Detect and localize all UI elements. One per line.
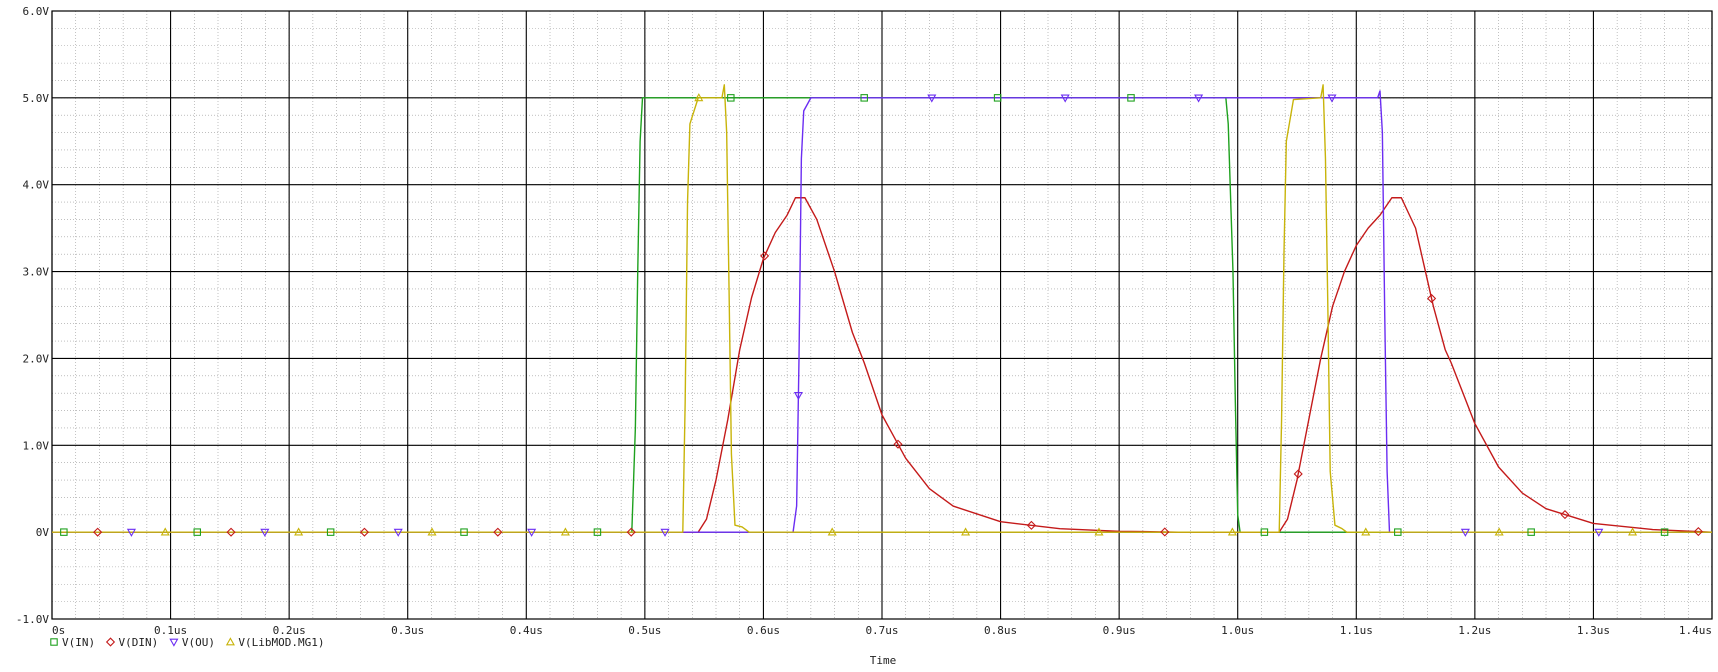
y-tick-label: 0V [36, 526, 50, 539]
trace-marker-0 [460, 528, 468, 536]
trace-marker-3 [827, 527, 837, 536]
legend-label-2: V(OU) [182, 636, 215, 649]
traces [52, 84, 1713, 533]
legend-label-1: V(DIN) [119, 636, 159, 649]
y-tick-label: 1.0V [23, 439, 50, 452]
plot-frame [51, 10, 1713, 620]
trace-marker-2 [1327, 94, 1337, 103]
trace-marker-0 [326, 528, 335, 536]
trace-marker-3 [160, 527, 170, 536]
x-tick-label: 1.1us [1340, 624, 1373, 637]
y-tick-label: 5.0V [23, 92, 50, 105]
trace-marker-0 [727, 94, 735, 102]
trace-marker-2 [1460, 528, 1470, 537]
trace-marker-1 [760, 251, 770, 261]
x-tick-label: 0.8us [984, 624, 1017, 637]
trace-marker-1 [93, 527, 103, 537]
trace-marker-1 [626, 527, 636, 537]
x-tick-label: 0.1us [154, 624, 187, 637]
trace-markers [60, 93, 1703, 537]
trace-marker-3 [1227, 527, 1237, 536]
trace-marker-2 [260, 528, 270, 537]
trace-marker-0 [1394, 528, 1402, 536]
trace-marker-2 [126, 528, 136, 537]
legend: V(IN) V(DIN) V(OU) V(LibMOD.MG1) [50, 636, 324, 649]
x-tick-label: 1.4us [1679, 624, 1712, 637]
legend-marker-0 [50, 638, 58, 646]
trace-marker-1 [1560, 510, 1570, 520]
trace-3 [52, 84, 1712, 533]
trace-marker-0 [1260, 528, 1269, 536]
trace-marker-3 [294, 527, 304, 536]
trace-marker-1 [893, 439, 903, 449]
trace-marker-3 [560, 527, 570, 536]
trace-marker-2 [1194, 94, 1204, 103]
x-tick-label: 0.3us [391, 624, 424, 637]
legend-marker-2 [169, 638, 179, 647]
trace-marker-2 [527, 528, 537, 537]
trace-marker-1 [1293, 469, 1303, 479]
trace-marker-0 [1527, 528, 1535, 536]
legend-marker-1 [105, 637, 116, 647]
trace-marker-1 [359, 527, 370, 537]
trace-marker-0 [193, 528, 202, 536]
x-tick-label: 0.2us [273, 624, 306, 637]
legend-marker-3 [225, 637, 235, 646]
legend-label-3: V(LibMOD.MG1) [238, 636, 324, 649]
x-axis-label: Time [870, 654, 897, 667]
trace-marker-0 [593, 528, 602, 536]
trace-marker-3 [1361, 527, 1371, 536]
trace-marker-1 [1026, 520, 1036, 530]
y-axis-tick-labels: 6.0V 5.0V 4.0V 3.0V 2.0V 1.0V 0V -1.0V [16, 5, 49, 626]
x-tick-label: 0.5us [628, 624, 661, 637]
trace-marker-2 [793, 391, 803, 401]
x-tick-label: 0.9us [1103, 624, 1136, 637]
x-tick-label: 0.6us [747, 624, 780, 637]
trace-marker-3 [1628, 527, 1638, 536]
trace-marker-3 [1494, 527, 1504, 536]
x-axis-tick-labels: 0s 0.1us 0.2us 0.3us 0.4us 0.5us 0.6us 0.7us 0.8… [52, 624, 1712, 637]
trace-marker-3 [694, 93, 704, 102]
y-tick-label: 6.0V [23, 5, 50, 18]
trace-marker-0 [1127, 94, 1135, 102]
x-tick-label: 1.3us [1577, 624, 1610, 637]
trace-marker-0 [1660, 528, 1669, 536]
trace-marker-1 [1160, 527, 1170, 537]
major-grid [51, 10, 1713, 620]
trace-marker-1 [493, 527, 503, 537]
trace-marker-2 [1060, 94, 1070, 103]
trace-marker-3 [1094, 527, 1104, 536]
trace-marker-2 [660, 528, 670, 537]
trace-marker-1 [226, 527, 236, 537]
trace-marker-0 [993, 94, 1002, 102]
x-tick-label: 0s [52, 624, 65, 637]
trace-marker-3 [961, 527, 971, 536]
trace-marker-0 [60, 528, 68, 536]
trace-marker-3 [427, 527, 437, 536]
trace-marker-1 [1693, 526, 1703, 537]
legend-label-0: V(IN) [62, 636, 95, 649]
y-tick-label: 3.0V [23, 266, 50, 279]
y-tick-label: -1.0V [16, 613, 49, 626]
trace-marker-1 [1427, 293, 1437, 304]
x-tick-label: 1.0us [1221, 624, 1254, 637]
x-tick-label: 0.7us [865, 624, 898, 637]
x-tick-label: 0.4us [510, 624, 543, 637]
trace-marker-0 [860, 94, 868, 102]
y-tick-label: 4.0V [23, 179, 50, 192]
y-tick-label: 2.0V [23, 352, 50, 365]
x-tick-label: 1.2us [1458, 624, 1491, 637]
trace-marker-2 [393, 528, 403, 537]
trace-marker-2 [1594, 528, 1604, 537]
trace-2 [52, 90, 1712, 533]
trace-marker-2 [927, 94, 937, 103]
